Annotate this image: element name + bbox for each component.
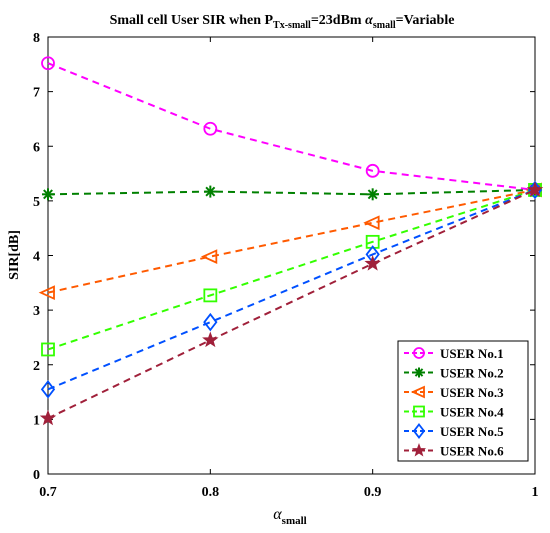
title-subscript-small: small	[373, 20, 396, 31]
data-point	[41, 56, 55, 71]
legend-label: USER No.6	[440, 444, 504, 459]
series-line	[47, 188, 536, 351]
x-tick-label: 1	[532, 485, 539, 500]
data-point	[366, 188, 379, 201]
title-suffix: =Variable	[396, 13, 455, 28]
legend-label: USER No.5	[440, 424, 504, 439]
legend-label: USER No.1	[440, 346, 504, 361]
data-point	[410, 385, 425, 399]
legend: USER No.1 USER No.2 USER No.3 USER No.4 USER…	[397, 340, 529, 462]
y-tick-label: 2	[33, 359, 40, 374]
y-tick-label: 6	[33, 140, 40, 155]
y-tick-label: 5	[33, 195, 40, 210]
y-tick-label: 8	[33, 31, 40, 46]
x-axis-label-sub: small	[282, 515, 307, 527]
series-line	[47, 188, 536, 196]
data-point	[40, 380, 56, 399]
data-point	[203, 288, 218, 303]
title-middle: =23dBm	[311, 13, 365, 28]
x-tick-label: 0.9	[364, 485, 382, 500]
data-point	[203, 121, 218, 136]
series-line	[47, 188, 536, 294]
data-point	[413, 347, 425, 359]
data-point	[411, 443, 427, 457]
y-tick-label: 0	[33, 468, 40, 483]
legend-entry: USER No.3	[404, 385, 504, 400]
data-point	[42, 188, 54, 201]
data-point	[412, 423, 426, 439]
series-6	[39, 181, 544, 426]
data-point	[526, 181, 544, 197]
legend-entry: USER No.6	[404, 443, 504, 459]
x-tick-label: 0.7	[39, 485, 57, 500]
series-2	[42, 183, 541, 201]
data-point	[203, 312, 218, 332]
legend-label: USER No.2	[440, 366, 504, 381]
data-point	[200, 249, 218, 264]
data-point	[413, 405, 425, 418]
data-point	[202, 331, 219, 348]
series-4	[41, 183, 542, 357]
series-line	[47, 62, 536, 191]
data-point	[39, 409, 57, 426]
x-axis-label-alpha: α	[273, 506, 282, 523]
legend-entry: USER No.5	[404, 423, 504, 439]
data-point	[414, 367, 424, 378]
data-point	[363, 215, 380, 231]
y-tick-label: 4	[33, 250, 40, 265]
data-point	[41, 342, 55, 357]
data-point	[38, 285, 55, 301]
legend-label: USER No.3	[440, 385, 504, 400]
legend-label: USER No.4	[440, 405, 504, 420]
y-axis-label: SIR[dB]	[7, 230, 22, 280]
legend-box	[397, 340, 529, 462]
series-3	[38, 182, 542, 301]
y-tick-label: 3	[33, 304, 40, 319]
title-alpha: α	[365, 13, 373, 28]
legend-entry: USER No.4	[404, 405, 504, 420]
data-point	[365, 163, 380, 178]
y-tick-label: 1	[33, 413, 40, 428]
series-1	[41, 56, 542, 197]
series-line	[47, 189, 536, 420]
series-line	[47, 189, 536, 391]
y-tick-label: 7	[33, 86, 40, 101]
chart-title: Small cell User SIR when PTx-small=23dBm…	[110, 13, 455, 31]
title-prefix: Small cell User SIR when P	[110, 13, 274, 28]
data-point	[364, 255, 381, 271]
legend-entry: USER No.1	[404, 346, 504, 361]
legend-entry: USER No.2	[404, 366, 504, 381]
data-point	[204, 185, 217, 198]
x-axis-label: αsmall	[273, 506, 306, 527]
x-tick-label: 0.8	[202, 485, 220, 500]
title-subscript-tx: Tx-small	[273, 20, 311, 31]
